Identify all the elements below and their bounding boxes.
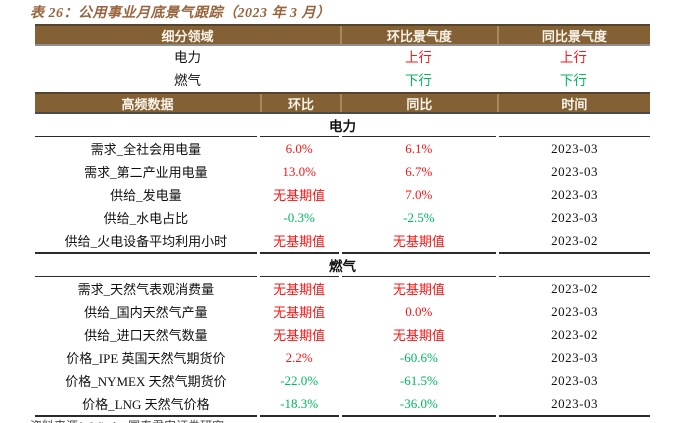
data-row: 供给_水电占比 -0.3% -2.5% 2023-03 <box>35 206 650 229</box>
mom-value: 无基期值 <box>273 328 326 343</box>
column-header-mom-index: 环比景气度 <box>340 26 497 44</box>
date-value: 2023-03 <box>551 372 598 388</box>
mom-index-value: 上行 <box>404 50 432 65</box>
section-header-row: 电力 <box>35 114 650 136</box>
date-value: 2023-03 <box>551 163 598 179</box>
indicator-label: 需求_全社会用电量 <box>35 136 257 160</box>
indicator-label: 供给_发电量 <box>110 188 182 203</box>
date-value: 2023-03 <box>551 186 598 202</box>
data-row: 供给_发电量 无基期值 7.0% 2023-03 <box>35 183 650 206</box>
indicator-label: 供给_火电设备平均利用小时 <box>35 229 257 254</box>
summary-row: 燃气 下行 下行 <box>35 69 650 92</box>
yoy-value: 0.0% <box>405 303 433 319</box>
section-header-row: 燃气 <box>35 254 650 276</box>
segment-name: 燃气 <box>174 73 202 88</box>
date-value: 2023-03 <box>551 209 598 225</box>
section-title: 燃气 <box>329 259 356 274</box>
data-row: 需求_天然气表观消费量 无基期值 无基期值 2023-02 <box>35 276 650 300</box>
segment-name: 电力 <box>174 50 202 65</box>
yoy-index-value: 上行 <box>559 50 587 65</box>
detail-header-row: 高频数据 环比 同比 时间 <box>35 92 650 114</box>
mom-value: 2.2% <box>285 349 313 365</box>
date-value: 2023-02 <box>499 229 650 254</box>
column-header-segment: 细分领域 <box>161 29 214 44</box>
yoy-value: 无基期值 <box>341 276 497 300</box>
yoy-value: -61.5% <box>399 372 438 388</box>
mom-value: -0.3% <box>283 209 315 225</box>
data-row: 供给_国内天然气产量 无基期值 0.0% 2023-03 <box>35 300 650 323</box>
date-value: 2023-03 <box>499 136 650 160</box>
summary-row: 电力 上行 上行 <box>35 46 650 69</box>
date-value: 2023-02 <box>499 276 650 300</box>
column-header-yoy: 同比 <box>340 94 497 112</box>
mom-value: 6.0% <box>259 136 339 160</box>
detail-table: 电力 需求_全社会用电量 6.0% 6.1% 2023-03 需求_第二产业用电量 13.0… <box>32 114 653 417</box>
yoy-value: 6.7% <box>405 163 433 179</box>
indicator-label: 需求_天然气表观消费量 <box>35 276 257 300</box>
date-value: 2023-03 <box>551 349 598 365</box>
section-title: 电力 <box>329 119 356 134</box>
column-header-yoy-index: 同比景气度 <box>496 26 650 44</box>
yoy-value: -36.0% <box>341 392 497 417</box>
data-row: 价格_NYMEX 天然气期货价 -22.0% -61.5% 2023-03 <box>35 369 650 392</box>
column-header-indicator: 高频数据 <box>121 97 174 112</box>
mom-value: 无基期值 <box>259 276 339 300</box>
mom-index-value: 下行 <box>404 73 432 88</box>
table-caption: 表 26：公用事业月底景气跟踪（2023 年 3 月） <box>30 6 331 21</box>
summary-header-row: 细分领域 环比景气度 同比景气度 <box>35 24 650 46</box>
yoy-value: 7.0% <box>405 186 433 202</box>
data-row: 供给_进口天然气数量 无基期值 无基期值 2023-02 <box>35 323 650 346</box>
mom-value: 13.0% <box>282 163 316 179</box>
mom-value: -22.0% <box>280 372 319 388</box>
indicator-label: 价格_NYMEX 天然气期货价 <box>65 374 227 389</box>
indicator-label: 供给_水电占比 <box>103 211 189 226</box>
yoy-value: 无基期值 <box>392 328 445 343</box>
mom-value: 无基期值 <box>273 305 326 320</box>
indicator-label: 供给_国内天然气产量 <box>84 305 208 320</box>
prosperity-tracking-table: 细分领域 环比景气度 同比景气度 电力 上行 上行燃气 下行 下行 高频数据 环比 同比… <box>35 24 650 417</box>
data-row: 需求_第二产业用电量 13.0% 6.7% 2023-03 <box>35 160 650 183</box>
indicator-label: 供给_进口天然气数量 <box>84 328 208 343</box>
column-header-date: 时间 <box>496 94 650 112</box>
column-header-mom: 环比 <box>260 94 340 112</box>
indicator-label: 需求_第二产业用电量 <box>84 165 208 180</box>
data-row: 供给_火电设备平均利用小时 无基期值 无基期值 2023-02 <box>35 229 650 254</box>
mom-value: 无基期值 <box>259 229 339 254</box>
summary-rows: 电力 上行 上行燃气 下行 下行 <box>35 46 650 92</box>
yoy-value: -2.5% <box>403 209 435 225</box>
source-note: 资料来源：Wind，国泰君安证券研究 <box>30 417 224 423</box>
yoy-index-value: 下行 <box>559 73 587 88</box>
date-value: 2023-03 <box>551 303 598 319</box>
yoy-value: -60.6% <box>399 349 438 365</box>
data-row: 需求_全社会用电量 6.0% 6.1% 2023-03 <box>35 136 650 160</box>
indicator-label: 价格_IPE 英国天然气期货价 <box>66 351 226 366</box>
mom-value: -18.3% <box>259 392 339 417</box>
yoy-value: 6.1% <box>341 136 497 160</box>
mom-value: 无基期值 <box>273 188 326 203</box>
indicator-label: 价格_LNG 天然气价格 <box>35 392 257 417</box>
data-row: 价格_IPE 英国天然气期货价 2.2% -60.6% 2023-03 <box>35 346 650 369</box>
date-value: 2023-03 <box>499 392 650 417</box>
yoy-value: 无基期值 <box>341 229 497 254</box>
date-value: 2023-02 <box>551 326 598 342</box>
data-row: 价格_LNG 天然气价格 -18.3% -36.0% 2023-03 <box>35 392 650 417</box>
